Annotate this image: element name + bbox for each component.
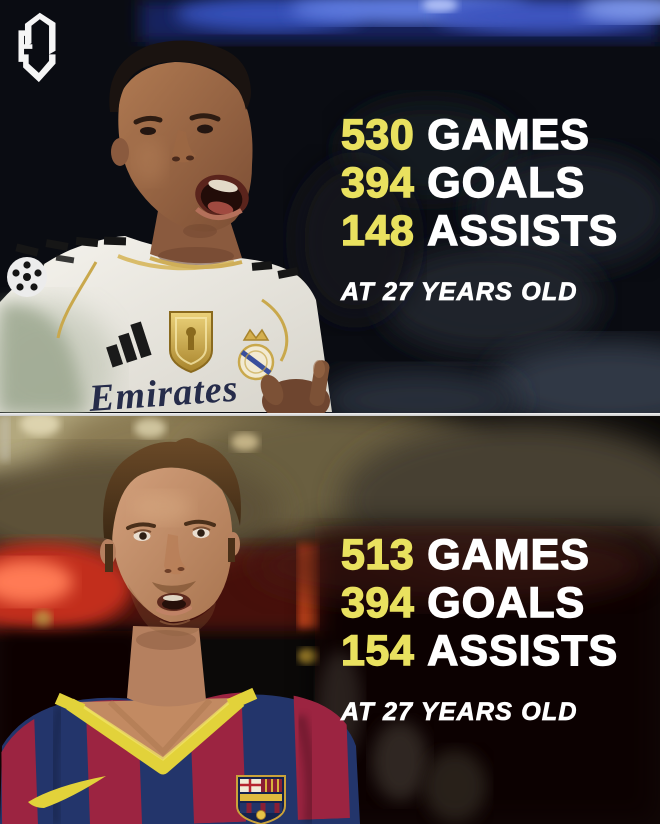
stat-value: 154: [340, 626, 415, 675]
stat-value: 513: [340, 530, 415, 579]
stat-label: ASSISTS: [427, 626, 619, 675]
eye: [197, 124, 213, 134]
top-photo-panel: Emirates: [0, 0, 660, 413]
bottom-scene: [0, 416, 660, 824]
stat-row: 394 GOALS: [340, 578, 618, 627]
open-mouth: [195, 174, 249, 221]
stats-block-bottom: 513 GAMES 394 GOALS 154 ASSISTS AT 27 YE…: [340, 530, 619, 727]
ear: [111, 138, 129, 166]
fm-logo-badge: [12, 6, 62, 88]
stat-row: 394 GOALS: [340, 158, 618, 207]
stadium-led-band: [140, 0, 660, 42]
jersey-shadow-soft: [0, 300, 115, 413]
stat-row: 513 GAMES: [340, 530, 618, 579]
real-madrid-crest-icon: [237, 328, 275, 381]
stat-label: GOALS: [427, 578, 586, 627]
bottom-photo-panel: [0, 416, 660, 824]
nike-swoosh-icon: [28, 776, 106, 808]
stat-row: 154 ASSISTS: [340, 626, 619, 675]
barcelona-crest-icon: [236, 775, 286, 824]
stat-label: GOALS: [427, 158, 586, 207]
gold-collar-trim: [149, 256, 243, 270]
stats-block-top: 530 GAMES 394 GOALS 148 ASSISTS AT 27 YE…: [340, 110, 619, 307]
stat-value: 530: [340, 110, 415, 159]
player-top-head: [109, 40, 253, 238]
age-note: AT 27 YEARS OLD: [341, 698, 578, 727]
age-note: AT 27 YEARS OLD: [341, 278, 578, 307]
player-top-figure: Emirates: [0, 40, 332, 413]
stat-row: 148 ASSISTS: [340, 206, 619, 255]
adidas-logo-icon: [106, 321, 152, 368]
fm-monogram-icon: [18, 12, 56, 83]
stat-label: ASSISTS: [427, 206, 619, 255]
stat-value: 394: [340, 578, 415, 627]
top-scene: Emirates: [0, 0, 660, 413]
player-bottom-figure: [0, 438, 360, 824]
stubble: [128, 584, 216, 637]
adidas-shoulder-stripes: [15, 236, 299, 279]
stats-backdrop: [0, 526, 660, 824]
open-mouth: [156, 593, 192, 616]
nose: [172, 130, 196, 163]
stat-label: GAMES: [427, 110, 590, 159]
v-neck-collar: [54, 687, 258, 775]
player-bottom-head: [100, 438, 241, 637]
eye: [140, 127, 156, 135]
stat-value: 148: [340, 206, 415, 255]
mustache: [152, 581, 196, 594]
pointing-hand: [260, 360, 330, 413]
chest-skin: [78, 698, 235, 766]
gold-light-dot: [34, 610, 52, 628]
hair: [103, 438, 241, 540]
panel-divider: [0, 413, 660, 416]
ucl-starball-patch-icon: [7, 257, 47, 297]
jersey-fold-shadows: [48, 705, 317, 824]
gold-chest-badge: [169, 311, 213, 374]
stat-value: 394: [340, 158, 415, 207]
blurred-crowd: [295, 100, 660, 413]
stat-label: GAMES: [427, 530, 590, 579]
hair: [109, 40, 251, 112]
stat-row: 530 GAMES: [340, 110, 618, 159]
nose: [164, 534, 186, 575]
